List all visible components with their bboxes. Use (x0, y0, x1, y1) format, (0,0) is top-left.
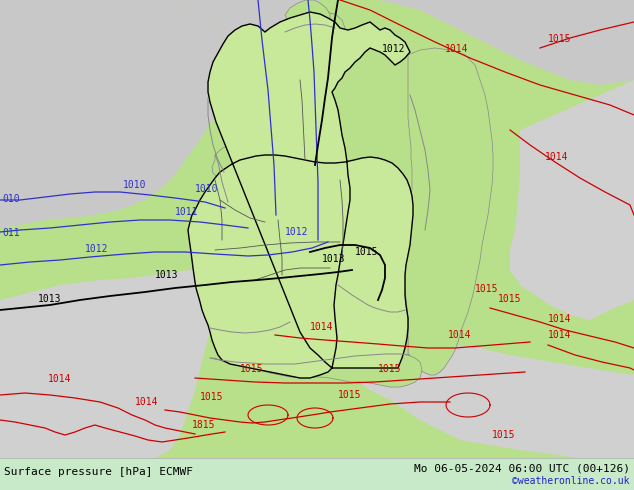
Text: 1015: 1015 (475, 284, 498, 294)
Text: 1015: 1015 (498, 294, 522, 304)
Polygon shape (210, 354, 422, 387)
Polygon shape (330, 308, 408, 375)
Text: 1013: 1013 (322, 254, 346, 264)
Text: 1014: 1014 (310, 322, 333, 332)
Polygon shape (355, 345, 634, 458)
Text: 1014: 1014 (448, 330, 472, 340)
Text: 1015: 1015 (355, 247, 378, 257)
Text: Surface pressure [hPa] ECMWF: Surface pressure [hPa] ECMWF (4, 467, 193, 477)
Polygon shape (510, 80, 634, 320)
Polygon shape (0, 262, 225, 458)
Polygon shape (175, 0, 320, 130)
Text: 1015: 1015 (492, 430, 515, 440)
Bar (0, 458, 634, 490)
Text: 1012: 1012 (382, 44, 406, 54)
Polygon shape (405, 48, 493, 375)
Text: 1013: 1013 (155, 270, 179, 280)
Text: 1815: 1815 (192, 420, 216, 430)
Text: Mo 06-05-2024 06:00 UTC (00+126): Mo 06-05-2024 06:00 UTC (00+126) (414, 463, 630, 473)
Text: 1010: 1010 (195, 184, 219, 194)
Text: 1015: 1015 (200, 392, 224, 402)
Polygon shape (188, 12, 413, 378)
Polygon shape (208, 278, 298, 333)
Text: 1014: 1014 (545, 152, 569, 162)
Text: 1014: 1014 (548, 314, 571, 324)
Text: 1013: 1013 (38, 294, 61, 304)
Polygon shape (212, 140, 262, 180)
Text: 1014: 1014 (548, 330, 571, 340)
Text: 1012: 1012 (85, 244, 108, 254)
Text: 1010: 1010 (123, 180, 146, 190)
Text: 1014: 1014 (135, 397, 158, 407)
Text: 1011: 1011 (175, 207, 198, 217)
Text: 1015: 1015 (240, 364, 264, 374)
Text: 1015: 1015 (548, 34, 571, 44)
Text: 1014: 1014 (445, 44, 469, 54)
Text: ©weatheronline.co.uk: ©weatheronline.co.uk (512, 476, 630, 486)
Polygon shape (310, 0, 634, 85)
Polygon shape (285, 12, 345, 46)
Polygon shape (0, 0, 240, 228)
Text: 1015: 1015 (338, 390, 361, 400)
Polygon shape (285, 0, 330, 34)
Text: 1012: 1012 (285, 227, 309, 237)
Text: 1015: 1015 (378, 364, 401, 374)
Text: 1014: 1014 (48, 374, 72, 384)
Text: 010: 010 (2, 194, 20, 204)
Text: 011: 011 (2, 228, 20, 238)
